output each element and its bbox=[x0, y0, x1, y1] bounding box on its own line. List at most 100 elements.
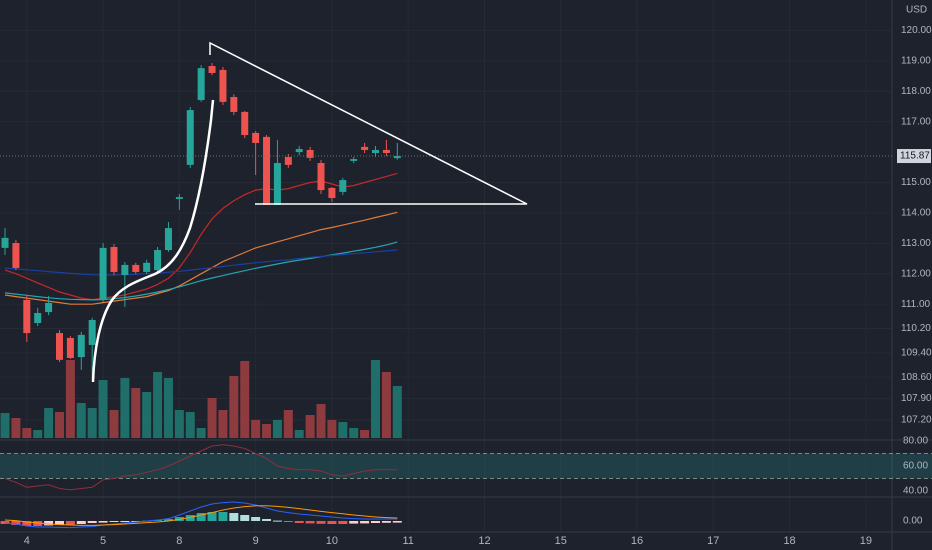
macd-histogram-bar bbox=[76, 521, 86, 524]
volume-bar bbox=[22, 428, 32, 438]
candle-body bbox=[88, 319, 96, 345]
x-tick-label: 8 bbox=[176, 535, 182, 547]
last-price-label: 115.87 bbox=[900, 151, 930, 162]
candle-body bbox=[382, 149, 390, 153]
y-tick-label: 115.00 bbox=[901, 177, 931, 188]
candle-body bbox=[306, 149, 314, 158]
macd-histogram-bar bbox=[0, 521, 10, 524]
candle-body bbox=[339, 180, 347, 192]
candle-body bbox=[393, 156, 401, 159]
candle-body bbox=[34, 312, 42, 324]
macd-histogram-bar bbox=[381, 521, 391, 523]
candle-body bbox=[99, 247, 107, 300]
macd-histogram-bar bbox=[163, 519, 173, 521]
volume-bar bbox=[0, 413, 10, 438]
y-tick-label: 118.00 bbox=[901, 86, 931, 97]
candle-body bbox=[175, 197, 183, 199]
macd-histogram-bar bbox=[294, 521, 304, 523]
volume-bar bbox=[109, 410, 119, 438]
volume-bar bbox=[33, 430, 43, 438]
volume-bar bbox=[98, 380, 108, 438]
macd-tick-label: 0.00 bbox=[903, 516, 923, 527]
candle-body bbox=[45, 302, 53, 313]
candle-body bbox=[328, 187, 336, 199]
y-tick-label: 107.20 bbox=[901, 414, 932, 425]
macd-histogram-bar bbox=[360, 521, 370, 524]
volume-bar bbox=[381, 372, 391, 438]
drawings bbox=[91, 41, 528, 383]
candle-body bbox=[12, 243, 20, 268]
volume-bar bbox=[370, 360, 380, 438]
volume-bar bbox=[305, 415, 315, 438]
volume-bar bbox=[327, 420, 337, 438]
macd-histogram-bar bbox=[44, 521, 54, 526]
candle-body bbox=[164, 228, 172, 251]
volume-bar bbox=[11, 418, 21, 438]
candle-body bbox=[273, 163, 281, 206]
candle-body bbox=[77, 334, 85, 358]
candle-body bbox=[241, 111, 249, 136]
macd-histogram-bar bbox=[251, 517, 261, 521]
volume-bar bbox=[196, 428, 206, 438]
macd-histogram-bar bbox=[229, 513, 239, 521]
volume-bar bbox=[294, 430, 304, 438]
volume-bar bbox=[360, 430, 370, 438]
x-tick-label: 10 bbox=[326, 535, 338, 547]
macd-histogram-bar bbox=[218, 512, 228, 521]
macd-histogram-bar bbox=[392, 521, 402, 523]
candle-body bbox=[110, 246, 118, 272]
macd-histogram-bar bbox=[272, 520, 282, 522]
candle-body bbox=[371, 149, 379, 153]
candle-body bbox=[317, 163, 325, 191]
volume-bar bbox=[262, 424, 272, 438]
rsi-tick-label: 60.00 bbox=[903, 461, 928, 472]
candle-body bbox=[230, 97, 238, 112]
volume-bar bbox=[349, 428, 359, 438]
candle-body bbox=[350, 159, 358, 161]
candle-body bbox=[143, 262, 151, 272]
macd-histogram-bar bbox=[120, 521, 130, 522]
macd-histogram-bar bbox=[22, 521, 32, 526]
volume-bar bbox=[120, 378, 130, 438]
x-tick-label: 16 bbox=[631, 535, 643, 547]
volume-bar bbox=[218, 410, 228, 438]
candle-body bbox=[361, 146, 369, 150]
volume-bar bbox=[392, 386, 402, 438]
candle-body bbox=[208, 66, 216, 73]
rsi-tick-label: 80.00 bbox=[903, 436, 928, 447]
volume-bar bbox=[207, 398, 217, 438]
macd-histogram-bar bbox=[54, 521, 64, 525]
volume-bar bbox=[174, 410, 184, 438]
macd-histogram-bar bbox=[87, 521, 97, 523]
volume-bar bbox=[142, 392, 152, 438]
volume-bar bbox=[272, 420, 282, 438]
macd-histogram-bar bbox=[338, 521, 348, 524]
candle-body bbox=[284, 156, 292, 165]
rsi-tick-label: 40.00 bbox=[903, 486, 928, 497]
macd-histogram-bar bbox=[65, 521, 75, 525]
plot bbox=[0, 62, 932, 529]
moving-average-line bbox=[4, 172, 398, 301]
volume-bar bbox=[283, 410, 293, 438]
x-tick-label: 17 bbox=[707, 535, 719, 547]
candle-body bbox=[1, 237, 9, 248]
volume-bar bbox=[338, 422, 348, 438]
volume-bar bbox=[229, 376, 239, 438]
macd-histogram-bar bbox=[207, 512, 217, 521]
candle-body bbox=[66, 337, 74, 359]
candle-body bbox=[263, 136, 271, 206]
rsi-band bbox=[0, 453, 932, 479]
candle-body bbox=[186, 110, 194, 165]
currency-label: USD bbox=[906, 5, 927, 16]
volume-bar bbox=[185, 412, 195, 438]
y-tick-label: 110.20 bbox=[901, 323, 931, 334]
x-tick-label: 19 bbox=[860, 535, 872, 547]
x-tick-label: 5 bbox=[100, 535, 106, 547]
y-tick-label: 111.00 bbox=[901, 299, 931, 310]
macd-histogram-bar bbox=[11, 521, 21, 525]
macd-line bbox=[4, 501, 398, 529]
candle-body bbox=[197, 68, 205, 101]
candle-body bbox=[252, 132, 260, 143]
